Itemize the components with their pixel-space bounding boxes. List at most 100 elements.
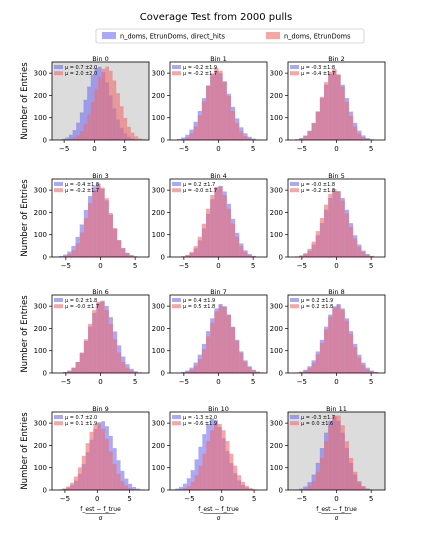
x-tick-label: 5 xyxy=(133,262,137,270)
hist-bar-series-b xyxy=(96,301,101,373)
hist-bar-series-b xyxy=(185,254,190,257)
hist-bar-series-a xyxy=(83,99,88,140)
hist-bar-series-b xyxy=(185,137,190,140)
x-tick-label: 0 xyxy=(92,145,96,153)
hist-bar-series-b xyxy=(100,301,105,373)
x-tick-label: 5 xyxy=(369,262,373,270)
y-tick-label: 100 xyxy=(270,464,283,472)
hist-bar-series-b xyxy=(340,425,345,490)
hist-bar-series-b xyxy=(303,253,308,257)
x-tick-label: −5 xyxy=(61,378,71,386)
y-tick-label: 0 xyxy=(43,136,47,144)
hist-bar-series-b xyxy=(193,246,198,257)
legend-label-a: n_doms, EtrunDoms, direct_hits xyxy=(120,33,225,41)
x-tick-label: −5 xyxy=(179,145,189,153)
x-axis-label-denominator: σ xyxy=(217,515,221,522)
hist-bar-series-b xyxy=(369,371,374,373)
hist-bar-series-b xyxy=(198,465,203,490)
hist-bar-series-b xyxy=(189,251,194,257)
y-tick-label: 300 xyxy=(270,420,283,428)
y-axis-labels: Number of Entries Number of Entries Number… xyxy=(20,62,30,490)
hist-bar-series-b xyxy=(348,115,354,140)
y-tick-label: 300 xyxy=(34,420,47,428)
x-tick-label: 5 xyxy=(127,495,131,503)
stat-swatch xyxy=(54,421,63,426)
x-tick-label: 5 xyxy=(123,145,127,153)
hist-bar-series-a xyxy=(194,459,199,490)
axes-frame xyxy=(169,411,268,491)
stat-label: μ = -0.0 ±1.7 xyxy=(65,304,99,310)
hist-bar-series-b xyxy=(235,123,240,140)
hist-bar-series-b xyxy=(230,223,236,257)
hist-bar-series-b xyxy=(235,340,240,373)
hist-bar-series-a xyxy=(124,478,129,490)
stat-label: μ = -0.3 ±1.7 xyxy=(301,415,335,421)
hist-bar-series-b xyxy=(248,488,253,490)
hist-bar-series-b xyxy=(193,126,198,140)
y-tick-label: 200 xyxy=(152,442,165,450)
hist-bar-series-b xyxy=(197,236,202,257)
hist-bar-series-b xyxy=(311,480,316,490)
hist-bar-series-b xyxy=(229,453,234,490)
hist-bar-series-b xyxy=(217,423,222,490)
stat-swatch xyxy=(172,421,181,426)
hist-bar-series-b xyxy=(361,137,366,140)
hist-bar-series-b xyxy=(71,250,76,257)
hist-bar-series-a xyxy=(61,138,66,140)
stat-swatch xyxy=(54,298,63,302)
hist-bar-series-b xyxy=(193,365,198,373)
stat-label: μ = 0.1 ±1.9 xyxy=(65,421,97,427)
stat-label: μ = 0.2 ±1.7 xyxy=(183,182,215,188)
hist-bar-series-b xyxy=(87,114,91,140)
hist-bar-series-b xyxy=(332,307,337,373)
axes-frame xyxy=(51,411,150,491)
hist-bar-series-b xyxy=(226,208,231,257)
x-axis-label-numerator: f_est − f_true xyxy=(316,506,357,513)
hist-bar-series-b xyxy=(315,354,320,373)
y-tick-label: 100 xyxy=(152,114,165,122)
x-tick-label: 5 xyxy=(251,145,255,153)
hist-bar-series-b xyxy=(88,323,93,373)
hist-bar-series-b xyxy=(210,430,214,490)
y-tick-label: 300 xyxy=(270,303,283,311)
y-tick-label: 0 xyxy=(161,369,165,377)
subplot-title: Bin 11 xyxy=(326,405,347,413)
legend: n_doms, EtrunDoms, direct_hits n_doms, E… xyxy=(95,28,365,44)
hist-bar-series-b xyxy=(125,367,130,373)
hist-bar-series-b xyxy=(243,361,248,373)
stat-label: μ = -0.2 ±1.8 xyxy=(301,188,335,194)
hist-bar-series-a xyxy=(182,483,187,490)
subplot-bin-3: 0 100 200 300 −5 0 5 Bin 3 μ = -0.4 ±1.8μ = -0.2… xyxy=(34,172,150,270)
subplot-bin-11: 0 100 200 300 −5 0 5 Bin 11 μ = -0.3 ±1.7μ = 0.0… xyxy=(270,405,386,503)
hist-bar-series-b xyxy=(83,218,89,257)
stat-label: μ = 0.2 ±1.8 xyxy=(65,298,97,304)
y-tick-label: 200 xyxy=(34,442,47,450)
stat-label: μ = 2.0 ±2.0 xyxy=(65,71,97,77)
stat-label: μ = 0.7 ±2.0 xyxy=(65,415,97,421)
hist-bar-series-b xyxy=(307,248,312,257)
hist-bar-series-b xyxy=(357,246,362,257)
hist-bar-series-b xyxy=(299,255,304,257)
subplot-bin-5: 0 100 200 300 −5 0 5 Bin 5 μ = -0.0 ±1.8μ = -0.2… xyxy=(270,172,386,270)
stat-swatch xyxy=(290,65,299,69)
stat-label: μ = -0.3 ±1.8 xyxy=(301,65,335,71)
hist-bar-series-b xyxy=(83,339,89,373)
hist-bar-series-b xyxy=(357,357,362,373)
hist-bar-series-b xyxy=(121,361,126,373)
y-tick-label: 200 xyxy=(270,209,283,217)
subplot-bin-2: 0 100 200 300 −5 0 5 Bin 2 μ = -0.3 ±1.8μ = -0.4… xyxy=(270,55,386,153)
axes-frame xyxy=(51,61,150,141)
hist-bar-series-b xyxy=(129,255,134,257)
stat-swatch xyxy=(54,304,63,309)
hist-bar-series-b xyxy=(108,323,113,373)
hist-bar-series-b xyxy=(344,101,349,140)
hist-bar-series-b xyxy=(344,320,349,373)
subplot-title: Bin 5 xyxy=(328,172,345,180)
hist-bar-series-b xyxy=(63,372,68,373)
y-tick-label: 0 xyxy=(161,253,165,261)
hist-bar-series-a xyxy=(63,254,68,257)
x-axis-label-denominator: σ xyxy=(335,515,339,522)
hist-bar-series-b xyxy=(197,115,202,140)
hist-bar-series-b xyxy=(222,306,227,373)
